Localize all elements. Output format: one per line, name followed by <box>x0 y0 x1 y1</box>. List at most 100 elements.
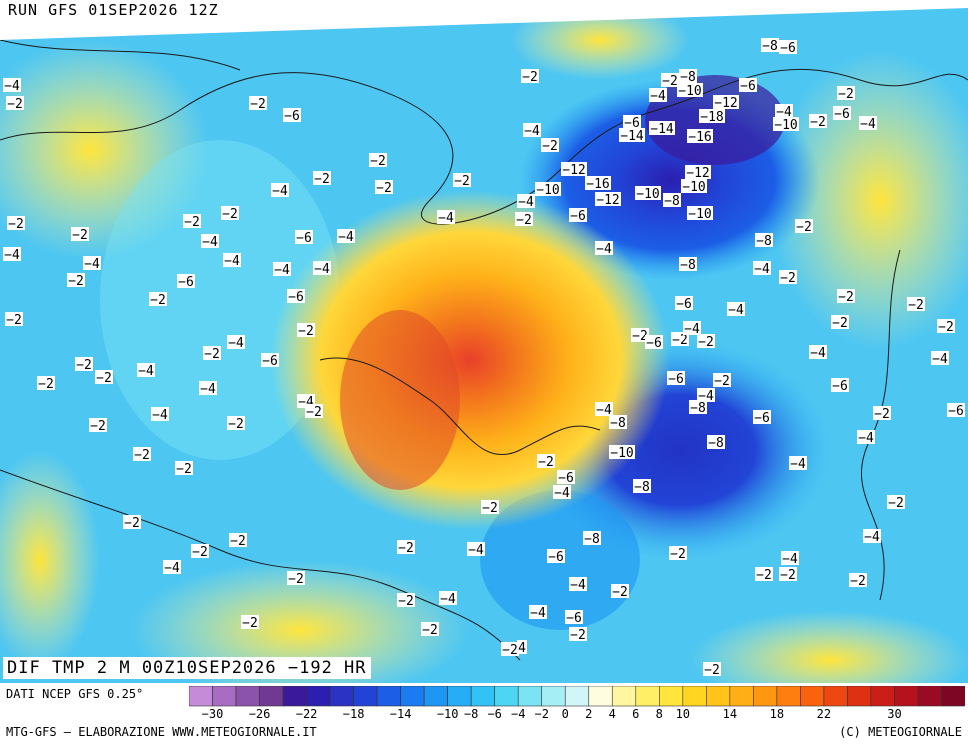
contour-label-box <box>453 173 471 187</box>
contour-label-box <box>183 214 201 228</box>
color-scale-swatch <box>847 686 872 707</box>
contour-label: −6 <box>754 411 770 426</box>
contour-label-box <box>685 165 711 179</box>
contour-label-box <box>595 192 621 206</box>
contour-label-box <box>789 456 807 470</box>
contour-label-box <box>795 219 813 233</box>
contour-label-box <box>273 262 291 276</box>
color-scale-swatch <box>588 686 613 707</box>
contour-label: −14 <box>650 122 674 137</box>
color-scale-tick: 22 <box>816 707 832 721</box>
contour-label: 4 <box>518 641 526 656</box>
contour-label: −4 <box>200 382 216 397</box>
contour-label: −4 <box>164 561 180 576</box>
contour-label-box <box>5 312 23 326</box>
contour-label-box <box>199 381 217 395</box>
contour-label-box <box>313 261 331 275</box>
contour-label: −6 <box>284 109 300 124</box>
color-scale-tick: 10 <box>675 707 691 721</box>
contour-label: −10 <box>688 207 711 222</box>
contour-label-box <box>397 540 415 554</box>
color-scale-swatch <box>235 686 260 707</box>
contour-label: −2 <box>398 594 414 609</box>
contour-label: −4 <box>84 257 100 272</box>
contour-label: −6 <box>558 471 574 486</box>
contour-label-box <box>671 332 689 346</box>
color-scale-swatch <box>353 686 378 707</box>
contour-label: −2 <box>184 215 200 230</box>
contour-label: −2 <box>242 616 258 631</box>
contour-label-box <box>149 292 167 306</box>
contour-label-box <box>859 116 877 130</box>
contour-label-box <box>583 531 601 545</box>
contour-label-box <box>295 230 313 244</box>
contour-label: −2 <box>454 174 470 189</box>
contour-label: −4 <box>684 322 700 337</box>
contour-label: −2 <box>522 70 538 85</box>
contour-label: −10 <box>636 187 659 202</box>
contour-label-box <box>369 153 387 167</box>
contour-label-box <box>89 418 107 432</box>
contour-label-box <box>679 69 697 83</box>
contour-label: −2 <box>850 574 866 589</box>
contour-label: −4 <box>596 242 612 257</box>
coastline-south <box>0 469 521 661</box>
color-scale-swatch <box>541 686 566 707</box>
contour-label-box <box>833 106 851 120</box>
contour-label: −2 <box>714 374 730 389</box>
contour-label: −2 <box>228 417 244 432</box>
color-scale-swatch <box>635 686 660 707</box>
contour-label: −2 <box>810 115 826 130</box>
contour-label: −8 <box>634 480 650 495</box>
contour-label-box <box>907 297 925 311</box>
color-scale-swatch <box>564 686 590 707</box>
contour-label-box <box>561 162 587 176</box>
contour-label-box <box>947 403 965 417</box>
color-scale-swatch <box>189 686 213 707</box>
contour-label: −4 <box>228 336 244 351</box>
contour-label-box <box>631 328 649 342</box>
contour-label-box <box>201 234 219 248</box>
contour-label: −6 <box>676 297 692 312</box>
contour-label: −10 <box>678 84 701 99</box>
contour-label: −2 <box>376 181 392 196</box>
contour-label: −4 <box>554 486 570 501</box>
contour-label: −8 <box>610 416 626 431</box>
color-scale-swatch <box>870 686 895 707</box>
contour-label: −8 <box>664 194 680 209</box>
contour-label: −4 <box>860 117 876 132</box>
contour-label-box <box>585 176 611 190</box>
warm-anomaly-west <box>0 40 210 260</box>
contour-label: −8 <box>680 258 696 273</box>
contour-label-box <box>677 83 703 97</box>
color-scale-tick: −4 <box>510 707 526 721</box>
contour-label-box <box>873 406 891 420</box>
contour-label-box <box>713 95 739 109</box>
contour-label-box <box>67 273 85 287</box>
temperature-difference-map: −2−4−2−6−2−4−2−2−2−2 −2−4−12−16−12−10 −10−… <box>0 0 968 683</box>
contour-label: −4 <box>728 303 744 318</box>
contour-label: −2 <box>612 585 628 600</box>
contour-label: −2 <box>306 405 322 420</box>
contour-label-box <box>595 241 613 255</box>
contour-label-box <box>635 186 661 200</box>
contour-label: −2 <box>8 217 24 232</box>
contour-label: −4 <box>468 543 484 558</box>
contour-label-box <box>667 371 685 385</box>
contour-label: −4 <box>338 230 354 245</box>
color-scale-swatch <box>706 686 731 707</box>
contour-label-box <box>609 415 627 429</box>
color-scale-swatch <box>306 686 331 707</box>
contour-label-box <box>779 40 797 54</box>
contour-label: −4 <box>776 105 792 120</box>
color-scale-tick: 2 <box>585 707 593 721</box>
warm-core-central <box>340 310 460 490</box>
product-title: DIF TMP 2 M 00Z10SEP2026 −192 HR <box>3 657 371 679</box>
contour-label-box <box>609 445 635 459</box>
contour-label-box <box>83 256 101 270</box>
contour-label: −6 <box>646 336 662 351</box>
contour-label: −2 <box>370 154 386 169</box>
contour-label: −6 <box>834 107 850 122</box>
contour-label: −4 <box>152 408 168 423</box>
contour-label: −6 <box>178 275 194 290</box>
